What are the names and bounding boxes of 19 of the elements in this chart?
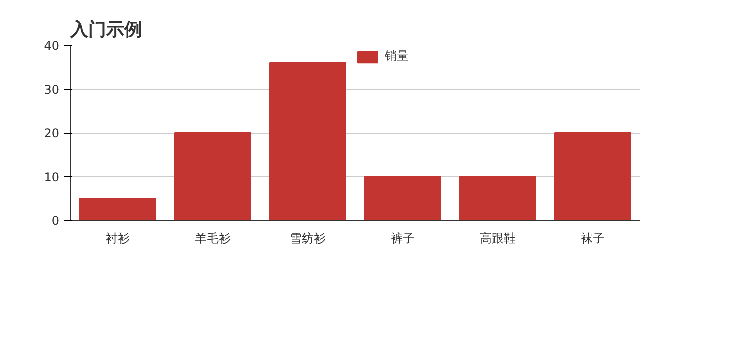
y-tick-label: 20 xyxy=(44,126,60,140)
x-tick-label: 袜子 xyxy=(581,232,605,246)
y-tick-label: 0 xyxy=(52,214,60,228)
x-tick-label: 雪纺衫 xyxy=(290,232,326,246)
bar xyxy=(460,176,536,220)
y-tick-label: 30 xyxy=(44,82,60,97)
x-tick-label: 高跟鞋 xyxy=(480,232,516,246)
bar xyxy=(270,62,346,220)
bar xyxy=(364,176,442,220)
x-tick-label: 羊毛衫 xyxy=(195,232,231,246)
bar xyxy=(174,132,252,220)
legend-label: 销量 xyxy=(385,48,409,65)
x-tick-label: 裤子 xyxy=(391,232,415,246)
x-tick-label: 衬衫 xyxy=(106,232,130,246)
bar xyxy=(554,132,632,220)
bar xyxy=(80,198,156,220)
y-tick-label: 40 xyxy=(44,39,60,53)
y-tick-label: 10 xyxy=(44,170,60,184)
chart-title: 入门示例 xyxy=(70,20,142,40)
